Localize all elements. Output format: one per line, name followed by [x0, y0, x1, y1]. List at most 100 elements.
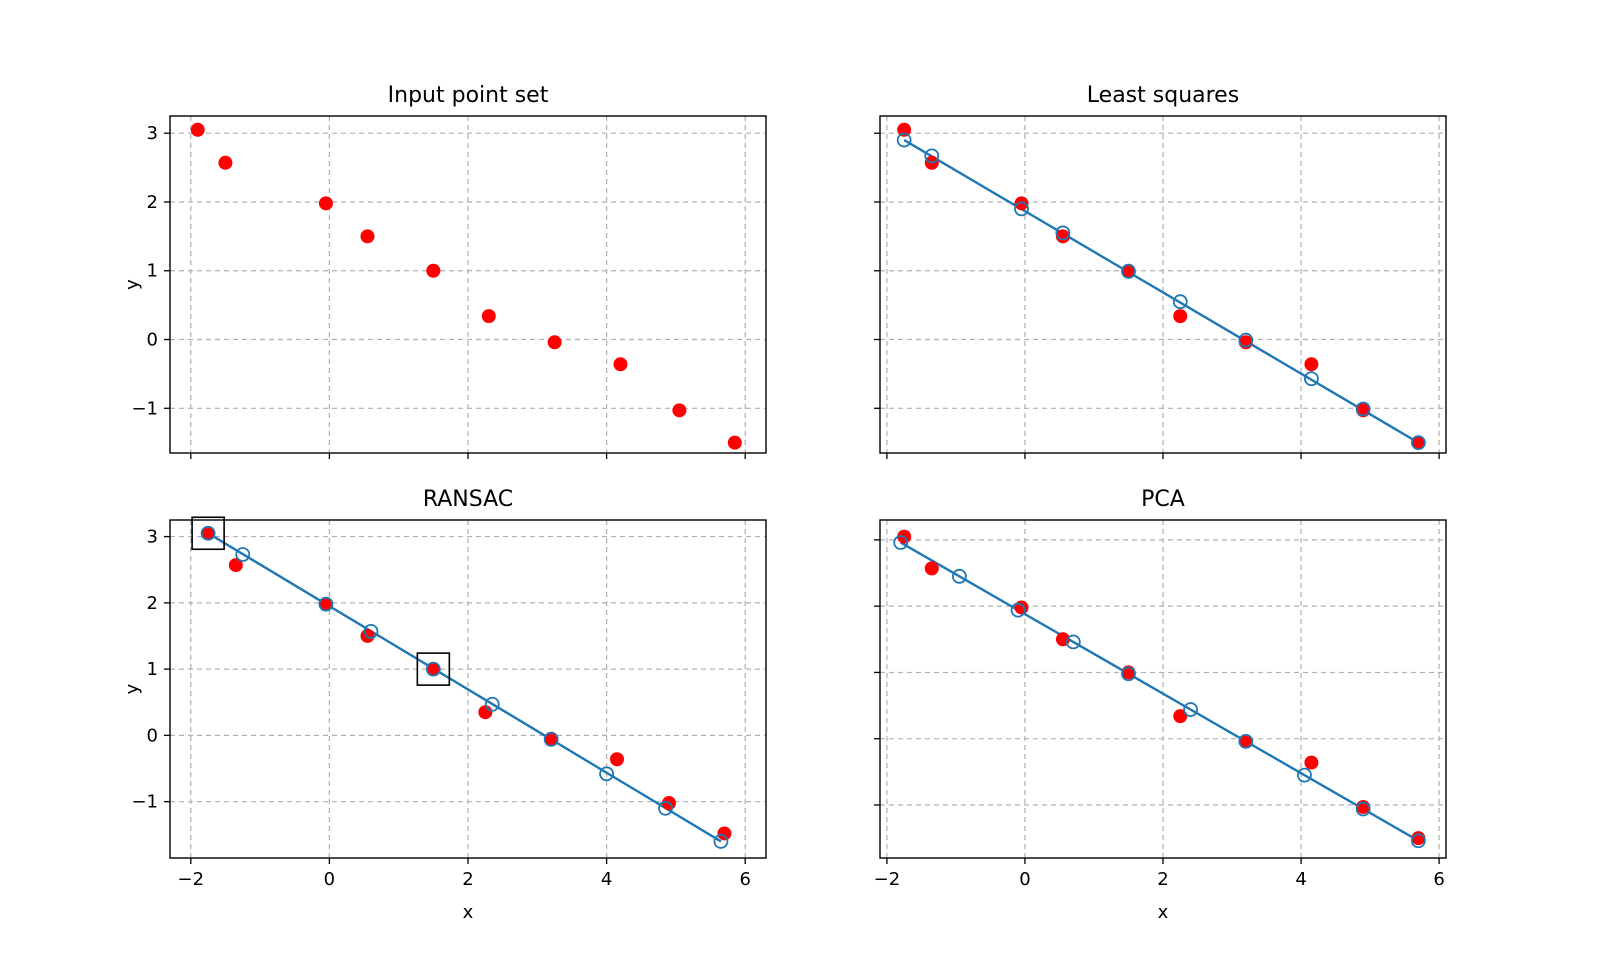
data-point — [1173, 709, 1188, 724]
y-tick-label: −1 — [131, 792, 158, 813]
data-point — [481, 309, 496, 324]
data-point — [717, 826, 732, 841]
data-point — [672, 403, 687, 418]
x-tick-label: 4 — [601, 869, 612, 890]
projected-point — [658, 800, 673, 816]
data-point — [1304, 357, 1319, 372]
projected-point — [1055, 225, 1071, 241]
data-point — [547, 335, 562, 350]
projected-point — [1121, 666, 1136, 682]
data-point — [218, 155, 233, 170]
data-point — [360, 229, 375, 244]
x-tick-label: 2 — [1157, 869, 1168, 890]
panel-3: −2 0 2 4 6 −1 0 1 2 3 RANSAC x y — [122, 487, 767, 923]
projected-point — [924, 148, 940, 164]
projected-point — [1010, 602, 1026, 618]
y-tick-label: 1 — [147, 659, 158, 680]
projected-point — [235, 547, 251, 562]
data-point — [727, 435, 742, 450]
x-tick-label: 2 — [462, 869, 473, 890]
x-tick-label: 6 — [739, 869, 750, 890]
y-tick-label: 0 — [147, 330, 158, 351]
panel-title: Input point set — [388, 83, 549, 108]
data-point — [1411, 831, 1426, 846]
panel-title: RANSAC — [423, 487, 513, 512]
y-tick-label: 3 — [147, 123, 158, 144]
x-tick-label: −2 — [178, 869, 205, 890]
projected-point — [1014, 201, 1029, 217]
x-tick-label: −2 — [874, 869, 901, 890]
sample-marker — [191, 516, 225, 551]
projected-point — [1355, 801, 1371, 817]
projected-point — [425, 661, 441, 677]
axes-frame — [169, 115, 767, 454]
fit-line — [903, 139, 1419, 444]
y-tick-label: 1 — [147, 261, 158, 282]
data-point — [426, 263, 441, 278]
panel-title: Least squares — [1087, 83, 1239, 108]
projected-point — [1410, 833, 1426, 849]
data-point — [190, 122, 205, 137]
projected-point — [1238, 733, 1254, 749]
projected-point — [599, 766, 615, 782]
x-axis-label: x — [1158, 902, 1169, 923]
panel-4: −2 0 2 4 6 PCA x — [874, 487, 1447, 923]
projected-point — [484, 696, 500, 712]
projected-point — [1304, 371, 1319, 387]
x-tick-label: 0 — [1019, 869, 1030, 890]
fit-line — [900, 541, 1419, 842]
projected-point — [1297, 767, 1312, 783]
data-point — [1014, 196, 1029, 211]
data-point — [1411, 435, 1426, 450]
data-point — [924, 561, 939, 576]
x-tick-label: 4 — [1295, 869, 1306, 890]
chart-panels: −1 0 1 2 3 Input point set y Least squares −2 0 2 4… — [122, 83, 1447, 923]
data-point — [228, 558, 243, 573]
data-point — [1304, 755, 1319, 770]
x-axis-label: x — [463, 902, 474, 923]
projected-point — [1355, 401, 1371, 417]
data-point — [1238, 734, 1253, 749]
fit-line — [207, 532, 722, 843]
y-tick-label: −1 — [131, 398, 158, 419]
data-point — [426, 662, 441, 677]
y-tick-label: 0 — [147, 725, 158, 746]
data-point — [478, 705, 493, 720]
projected-point — [543, 731, 559, 747]
x-tick-label: 6 — [1433, 869, 1444, 890]
projected-point — [318, 596, 334, 612]
projected-point — [1065, 634, 1081, 650]
data-point — [201, 526, 216, 541]
data-point — [1173, 309, 1188, 324]
data-point — [897, 122, 912, 137]
projected-point — [1183, 702, 1199, 717]
data-point — [318, 196, 333, 211]
data-point — [613, 357, 628, 372]
data-point — [1121, 263, 1136, 278]
projected-point — [1121, 264, 1136, 279]
projected-point — [200, 525, 216, 541]
data-point — [1055, 229, 1070, 244]
projected-point — [893, 535, 909, 550]
y-tick-label: 3 — [147, 527, 158, 548]
y-axis-label: y — [122, 279, 143, 290]
data-point — [318, 597, 333, 612]
y-tick-label: 2 — [147, 593, 158, 614]
projected-point — [1238, 332, 1254, 348]
panel-title: PCA — [1141, 487, 1185, 512]
y-axis-label: y — [122, 683, 143, 694]
projected-point — [1172, 294, 1188, 310]
projected-point — [896, 132, 912, 148]
projected-point — [363, 623, 379, 639]
x-tick-label: 0 — [324, 869, 335, 890]
data-point — [544, 731, 559, 746]
projected-point — [1410, 435, 1426, 451]
sample-marker — [416, 652, 451, 686]
data-point — [610, 752, 624, 767]
projected-point — [713, 834, 729, 849]
projected-point — [951, 568, 967, 584]
panel-1: −1 0 1 2 3 Input point set y — [122, 83, 767, 459]
y-tick-label: 2 — [147, 192, 158, 213]
data-point — [1014, 600, 1029, 615]
